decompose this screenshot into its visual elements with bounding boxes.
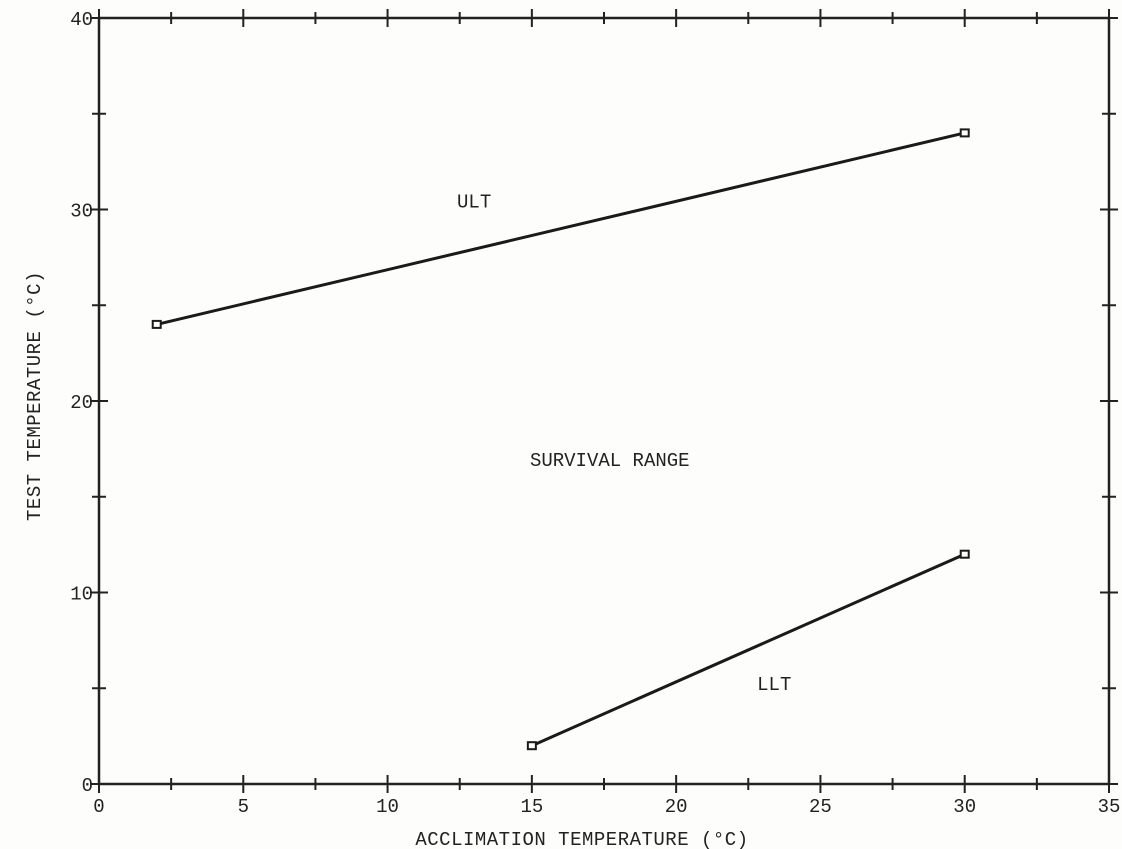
x-tick-label: 25 <box>809 796 832 818</box>
x-tick-label: 0 <box>93 796 104 818</box>
data-point <box>959 549 970 559</box>
data-point <box>959 128 970 138</box>
x-tick-label: 15 <box>520 796 543 818</box>
y-tick-label: 40 <box>70 9 93 31</box>
annotation-label: SURVIVAL RANGE <box>530 450 690 472</box>
y-tick-label: 10 <box>70 584 93 606</box>
plot-frame <box>97 16 1111 786</box>
y-tick-label: 0 <box>82 775 93 797</box>
series-group <box>151 128 970 751</box>
tick-labels: 0 5 10 15 20 25 30 35 0 10 20 30 40 <box>70 9 1120 818</box>
series-2 <box>526 549 970 751</box>
y-tick-label: 20 <box>70 392 93 414</box>
annotation-label: ULT <box>457 192 491 214</box>
data-point <box>526 741 537 751</box>
series-line <box>155 131 967 326</box>
y-tick-label: 30 <box>70 201 93 223</box>
data-point <box>151 319 162 329</box>
x-tick-label: 5 <box>238 796 249 818</box>
annotations: ULT SURVIVAL RANGE LLT <box>457 192 791 697</box>
x-tick-label: 20 <box>665 796 688 818</box>
axis-ticks <box>90 9 1118 793</box>
y-axis-title: TEST TEMPERATURE (°C) <box>24 271 46 521</box>
x-tick-label: 30 <box>953 796 976 818</box>
x-tick-label: 10 <box>376 796 399 818</box>
series-1 <box>151 128 970 329</box>
annotation-label: LLT <box>757 674 791 696</box>
series-line <box>530 552 967 748</box>
x-tick-label: 35 <box>1098 796 1121 818</box>
x-axis-title: ACCLIMATION TEMPERATURE (°C) <box>415 829 748 849</box>
